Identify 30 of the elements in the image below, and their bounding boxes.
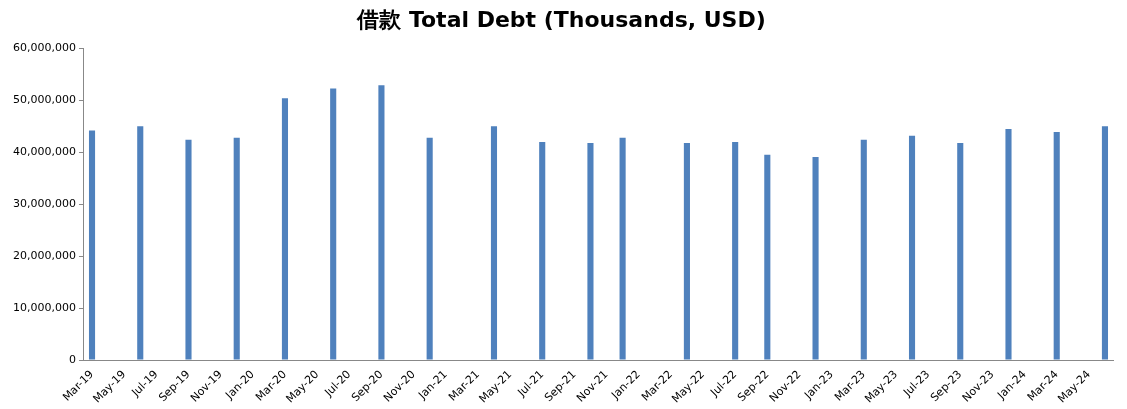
bar: [957, 142, 964, 360]
bar: [233, 137, 240, 360]
bar: [88, 130, 96, 360]
bar: [1053, 132, 1060, 360]
bar: [185, 139, 192, 360]
bar: [812, 156, 819, 360]
bar: [860, 139, 867, 360]
bar: [619, 137, 626, 360]
bar: [539, 141, 546, 360]
bar: [378, 85, 385, 360]
chart-title: 借款 Total Debt (Thousands, USD): [356, 6, 766, 32]
bar: [1101, 126, 1109, 360]
bar: [137, 126, 144, 360]
bar: [490, 126, 498, 360]
y-tick-label: 10,000,000: [13, 300, 76, 314]
y-tick-label: 60,000,000: [13, 41, 76, 55]
bar: [683, 142, 690, 360]
bar: [587, 142, 594, 360]
y-tick-label: 30,000,000: [13, 197, 76, 211]
y-tick-label: 50,000,000: [13, 93, 76, 107]
y-tick-label: 40,000,000: [13, 145, 76, 159]
bar: [732, 141, 739, 360]
bar: [1005, 128, 1012, 360]
bar: [908, 135, 916, 360]
y-tick-label: 20,000,000: [13, 249, 76, 262]
bar: [426, 137, 433, 360]
bar: [330, 88, 337, 360]
bar: [281, 98, 289, 360]
y-tick-label: 0: [68, 352, 76, 366]
bar: [764, 154, 771, 360]
